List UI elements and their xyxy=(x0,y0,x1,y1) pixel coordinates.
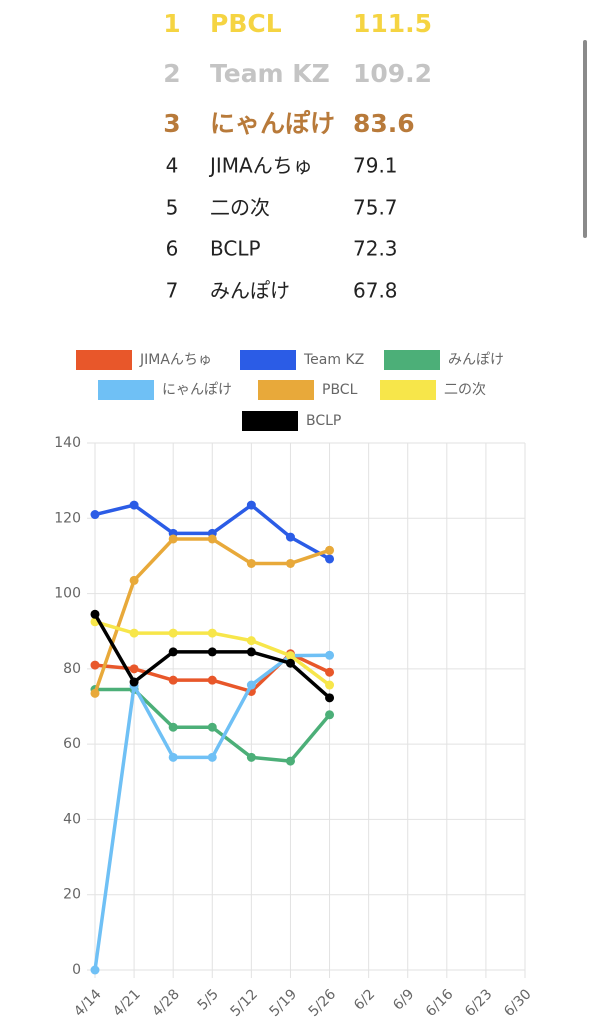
data-point xyxy=(246,680,256,690)
data-point xyxy=(246,752,256,762)
y-tick-label: 20 xyxy=(63,887,81,903)
legend-label: みんぽけ xyxy=(448,352,504,368)
data-point xyxy=(90,688,100,698)
score: 72.3 xyxy=(353,237,398,261)
data-point xyxy=(325,693,335,703)
legend-swatch xyxy=(242,411,298,431)
team-name: みんぽけ xyxy=(210,279,290,303)
data-point xyxy=(129,664,139,674)
y-tick-label: 40 xyxy=(63,811,81,827)
score: 83.6 xyxy=(353,109,415,138)
x-tick-label: 4/14 xyxy=(71,986,105,1020)
rank: 5 xyxy=(166,196,179,220)
x-tick-label: 6/16 xyxy=(423,986,457,1020)
data-point xyxy=(168,647,178,657)
data-point xyxy=(325,554,335,564)
data-point xyxy=(285,756,295,766)
data-point xyxy=(129,500,139,510)
legend-swatch xyxy=(380,380,436,400)
rank: 1 xyxy=(163,9,180,38)
data-point xyxy=(129,677,139,687)
legend-label: PBCL xyxy=(322,382,358,398)
data-point xyxy=(207,647,217,657)
data-point xyxy=(90,510,100,520)
rank: 3 xyxy=(163,109,180,138)
x-tick-label: 5/5 xyxy=(195,986,222,1013)
data-point xyxy=(168,675,178,685)
data-point xyxy=(325,650,335,660)
rank: 2 xyxy=(163,59,180,88)
x-tick-label: 6/30 xyxy=(501,986,535,1020)
rank: 6 xyxy=(166,237,179,261)
score: 67.8 xyxy=(353,279,398,303)
rank: 4 xyxy=(166,154,179,178)
data-point xyxy=(325,680,335,690)
data-point xyxy=(285,651,295,661)
x-tick-label: 5/12 xyxy=(227,986,261,1020)
data-point xyxy=(325,710,335,720)
score: 79.1 xyxy=(353,154,398,178)
legend-swatch xyxy=(258,380,314,400)
legend-label: 二の次 xyxy=(444,382,486,398)
y-tick-label: 60 xyxy=(63,736,81,752)
data-point xyxy=(325,667,335,677)
data-point xyxy=(129,575,139,585)
y-tick-label: 100 xyxy=(54,586,81,602)
data-point xyxy=(90,609,100,619)
y-tick-label: 80 xyxy=(63,661,81,677)
data-point xyxy=(246,636,256,646)
score: 75.7 xyxy=(353,196,398,220)
data-point xyxy=(207,628,217,638)
data-point xyxy=(168,534,178,544)
data-point xyxy=(129,628,139,638)
legend-swatch xyxy=(384,350,440,370)
team-name: JIMAんちゅ xyxy=(208,154,313,178)
data-point xyxy=(207,675,217,685)
data-point xyxy=(325,545,335,555)
data-point xyxy=(285,532,295,542)
scrollbar xyxy=(583,40,587,238)
data-point xyxy=(90,965,100,975)
y-tick-label: 140 xyxy=(54,435,81,451)
data-point xyxy=(207,534,217,544)
x-tick-label: 5/26 xyxy=(306,986,340,1020)
data-point xyxy=(285,558,295,568)
legend-label: BCLP xyxy=(306,413,341,429)
data-point xyxy=(207,722,217,732)
team-name: PBCL xyxy=(210,9,282,38)
legend-swatch xyxy=(98,380,154,400)
y-tick-label: 0 xyxy=(72,962,81,978)
data-point xyxy=(246,558,256,568)
data-point xyxy=(207,752,217,762)
team-name: Team KZ xyxy=(210,59,330,88)
x-tick-label: 6/2 xyxy=(351,986,378,1013)
legend-label: JIMAんちゅ xyxy=(139,352,212,368)
x-tick-label: 5/19 xyxy=(267,986,301,1020)
team-name: にゃんぽけ xyxy=(210,109,335,138)
data-point xyxy=(90,660,100,670)
legend-swatch xyxy=(76,350,132,370)
team-name: 二の次 xyxy=(210,196,270,220)
x-tick-label: 4/21 xyxy=(110,986,144,1020)
rank: 7 xyxy=(166,279,179,303)
x-tick-label: 4/28 xyxy=(149,986,183,1020)
data-point xyxy=(168,722,178,732)
legend-label: Team KZ xyxy=(303,352,364,368)
data-point xyxy=(168,752,178,762)
data-point xyxy=(168,628,178,638)
y-tick-label: 120 xyxy=(54,510,81,526)
data-point xyxy=(246,647,256,657)
x-tick-label: 6/9 xyxy=(390,986,417,1013)
legend-label: にゃんぽけ xyxy=(162,382,232,398)
legend-swatch xyxy=(240,350,296,370)
x-tick-label: 6/23 xyxy=(462,986,496,1020)
data-point xyxy=(246,500,256,510)
data-point xyxy=(285,658,295,668)
score: 109.2 xyxy=(353,59,432,88)
team-name: BCLP xyxy=(210,237,261,261)
score: 111.5 xyxy=(353,9,432,38)
